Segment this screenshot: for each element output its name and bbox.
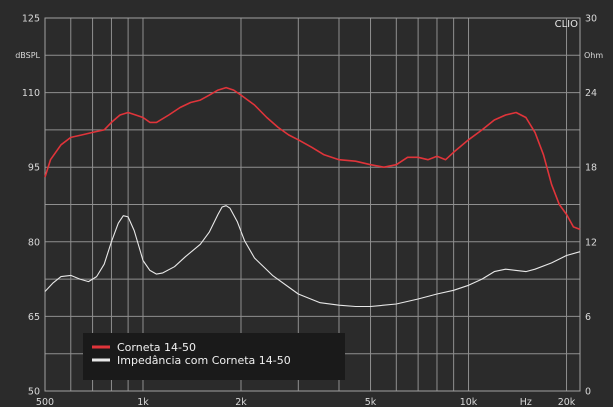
x-tick-label: 1k [137,397,149,407]
x-tick-label: 500 [36,397,54,407]
y-right-tick-label: 30 [585,14,597,25]
y-right-unit-label: Ohm [584,51,603,60]
y-left-tick-label: 95 [28,163,40,174]
grid [45,18,580,391]
y-right-tick-label: 12 [585,237,597,248]
x-tick-label: 10k [460,397,478,407]
plot-frame [44,17,581,392]
y-left-tick-label: 50 [28,387,40,398]
y-right-tick-label: 6 [585,312,591,323]
legend-box [83,333,345,380]
y-left-tick-label: 80 [28,237,40,248]
y-right-tick-label: 18 [585,163,597,174]
y-left-tick-label: 125 [22,14,40,25]
y-left-tick-label: 110 [22,88,40,99]
x-tick-label: 20k [558,397,576,407]
y-left-tick-label: 65 [28,312,40,323]
y-left-unit-label: dBSPL [15,51,40,60]
legend-label-impedance: Impedância com Corneta 14-50 [117,354,291,367]
y-right-tick-label: 24 [585,88,597,99]
series-line-impedance [44,205,581,308]
tick-labels: 50 65 80 95 110 125 0 6 12 18 24 30 500 1k 2k 5k 10k Hz 20… [22,14,597,407]
series-group [44,86,581,308]
x-tick-label: Hz [520,397,532,407]
y-right-tick-label: 0 [585,387,591,398]
legend: Corneta 14-50 Impedância com Corneta 14-… [83,333,345,380]
series-line-spl [44,86,581,231]
x-tick-label: 5k [365,397,377,407]
legend-label-spl: Corneta 14-50 [117,341,196,354]
brand-label: CLIO [555,19,579,30]
x-tick-label: 2k [235,397,247,407]
